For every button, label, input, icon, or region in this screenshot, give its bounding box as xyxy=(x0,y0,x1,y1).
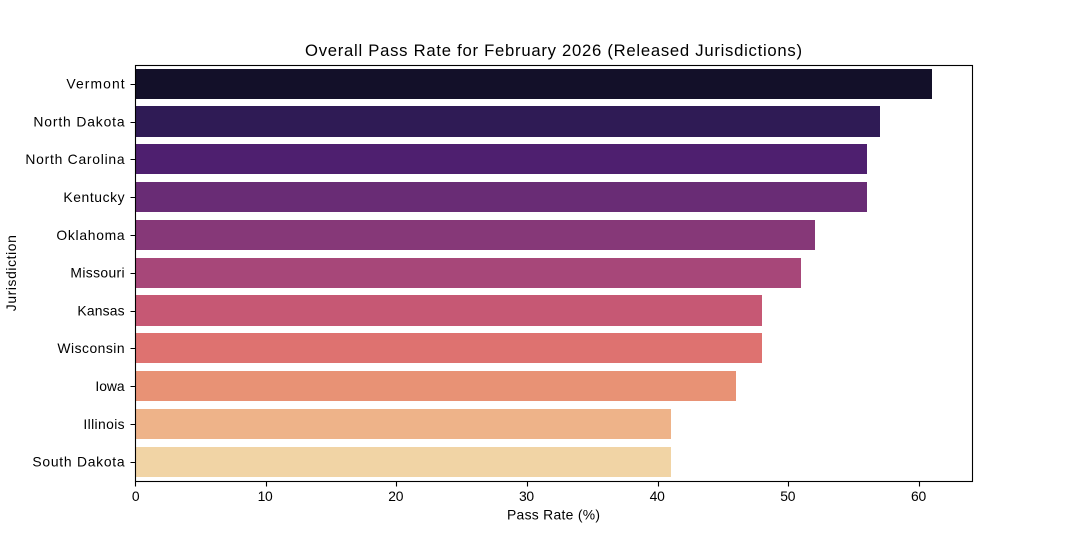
svg-text:South Dakota: South Dakota xyxy=(32,454,124,470)
svg-text:Overall Pass Rate for February: Overall Pass Rate for February 2026 (Rel… xyxy=(305,41,802,60)
svg-text:Iowa: Iowa xyxy=(95,378,124,394)
svg-text:North Dakota: North Dakota xyxy=(33,113,124,129)
svg-text:10: 10 xyxy=(258,488,273,504)
svg-text:Wisconsin: Wisconsin xyxy=(57,340,124,356)
svg-text:0: 0 xyxy=(132,488,140,504)
svg-text:Pass Rate (%): Pass Rate (%) xyxy=(507,507,600,523)
svg-text:North Carolina: North Carolina xyxy=(25,151,124,167)
svg-text:Kansas: Kansas xyxy=(77,302,124,318)
svg-text:20: 20 xyxy=(388,488,403,504)
svg-text:Kentucky: Kentucky xyxy=(63,189,124,205)
svg-text:Missouri: Missouri xyxy=(70,265,124,281)
svg-text:50: 50 xyxy=(780,488,795,504)
svg-text:Illinois: Illinois xyxy=(83,416,124,432)
svg-text:Vermont: Vermont xyxy=(66,76,124,92)
svg-text:Oklahoma: Oklahoma xyxy=(56,227,124,243)
svg-text:Jurisdiction: Jurisdiction xyxy=(3,235,19,311)
svg-text:30: 30 xyxy=(519,488,534,504)
svg-text:40: 40 xyxy=(650,488,665,504)
svg-text:60: 60 xyxy=(911,488,926,504)
